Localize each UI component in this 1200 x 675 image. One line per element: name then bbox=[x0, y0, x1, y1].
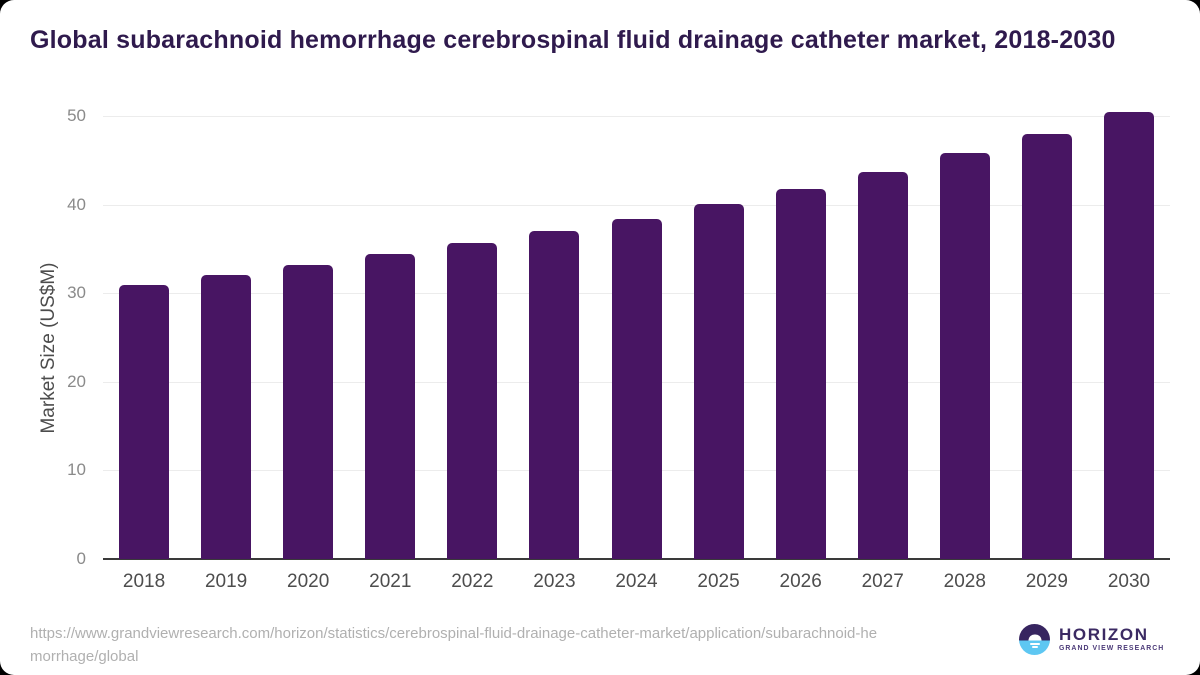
gridline-50 bbox=[103, 116, 1170, 117]
bar-2024[interactable] bbox=[611, 218, 662, 559]
bar-2029[interactable] bbox=[1021, 133, 1072, 559]
bar-2022[interactable] bbox=[447, 242, 498, 559]
y-tick-label-20: 20 bbox=[67, 371, 86, 391]
x-label-2026: 2026 bbox=[779, 571, 822, 592]
x-label-2018: 2018 bbox=[122, 571, 166, 592]
x-label-2029: 2029 bbox=[1025, 571, 1069, 592]
x-label-2019: 2019 bbox=[204, 571, 248, 592]
plot-area bbox=[103, 112, 1170, 560]
source-url-line-2: morrhage/global bbox=[30, 648, 139, 665]
x-axis-line bbox=[103, 558, 1170, 560]
bar-2023[interactable] bbox=[529, 231, 580, 559]
x-label-2028: 2028 bbox=[943, 571, 986, 592]
bar-2019[interactable] bbox=[201, 274, 252, 559]
y-tick-label-30: 30 bbox=[67, 283, 86, 303]
y-tick-label-0: 0 bbox=[76, 549, 86, 568]
x-label-2030: 2030 bbox=[1107, 571, 1151, 592]
bar-2028[interactable] bbox=[939, 153, 990, 559]
chart-title: Global subarachnoid hemorrhage cerebrosp… bbox=[30, 26, 1116, 54]
bar-2025[interactable] bbox=[693, 203, 744, 559]
x-label-2024: 2024 bbox=[615, 571, 658, 592]
y-tick-label-50: 50 bbox=[67, 106, 86, 125]
x-label-2023: 2023 bbox=[533, 571, 576, 592]
rising-sun-icon bbox=[1028, 634, 1041, 641]
x-label-2021: 2021 bbox=[369, 571, 412, 592]
y-tick-label-40: 40 bbox=[67, 194, 86, 214]
horizon-logo-text: HORIZON GRAND VIEW RESEARCH bbox=[1059, 626, 1164, 653]
logo-brand-name: HORIZON bbox=[1059, 625, 1149, 644]
horizon-logo-icon bbox=[1019, 624, 1050, 655]
source-url: https://www.grandviewresearch.com/horizo… bbox=[30, 622, 960, 668]
bar-2030[interactable] bbox=[1103, 112, 1154, 559]
horizon-logo: HORIZON GRAND VIEW RESEARCH bbox=[1019, 624, 1164, 655]
x-label-2025: 2025 bbox=[697, 571, 740, 592]
gridline-40 bbox=[103, 204, 1170, 206]
bar-2020[interactable] bbox=[283, 264, 334, 559]
x-label-2027: 2027 bbox=[861, 571, 904, 592]
x-label-2020: 2020 bbox=[287, 571, 330, 592]
logo-brand-subtitle: GRAND VIEW RESEARCH bbox=[1059, 645, 1165, 652]
bar-2018[interactable] bbox=[119, 285, 170, 559]
bar-2027[interactable] bbox=[857, 171, 908, 559]
y-tick-label-10: 10 bbox=[67, 460, 86, 480]
x-label-2022: 2022 bbox=[451, 571, 494, 592]
bar-2026[interactable] bbox=[775, 188, 826, 559]
bar-2021[interactable] bbox=[365, 254, 416, 559]
source-url-line-1: https://www.grandviewresearch.com/horizo… bbox=[30, 625, 878, 642]
